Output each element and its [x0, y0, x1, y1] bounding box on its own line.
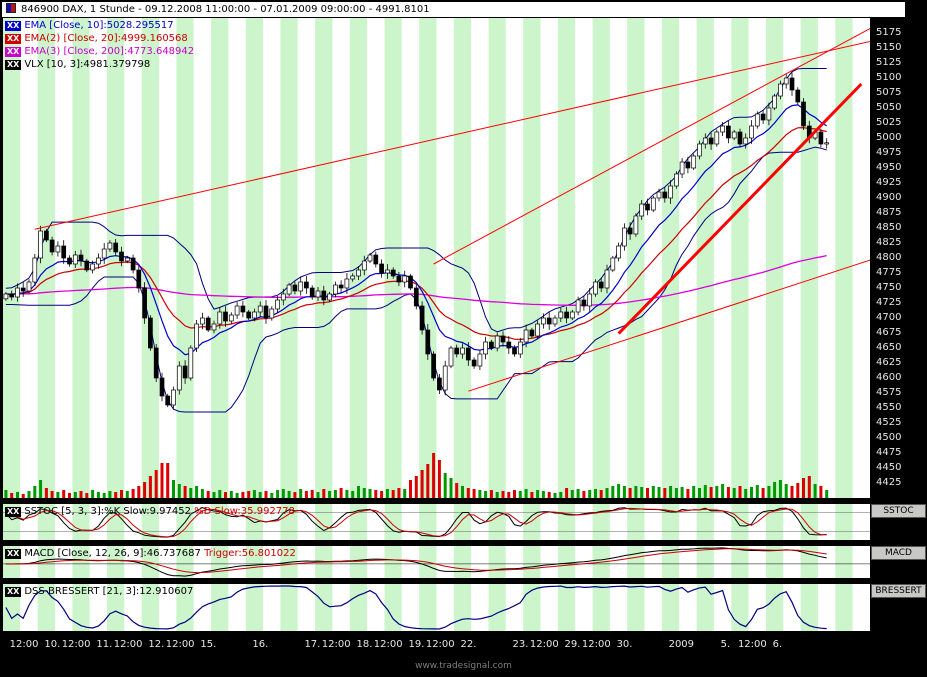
price-tick-label: 4650	[876, 342, 902, 353]
legend-ema200: XX EMA(3) [Close, 200]:4773.648942	[5, 45, 194, 58]
instrument-icon	[6, 3, 16, 13]
time-axis[interactable]: 12:00 10. 12:00 11. 12:00 12. 12:00 15. 16. 17. 12…	[3, 639, 870, 654]
time-tick-label: 17.	[304, 639, 321, 650]
sstoc-label-black: SSTOC [5, 3, 3]:%K Slow:9.97452	[24, 506, 195, 517]
legend-chip-ema200: XX	[5, 47, 22, 57]
dss-label-black: DSS-BRESSERT [21, 3]:12.910607	[24, 586, 194, 597]
price-axis[interactable]: 5175 5150 5125 5100 5075 5050 5025 5000 4975 4950…	[870, 18, 927, 498]
chart-titlebar: 846900 DAX, 1 Stunde - 09.12.2008 11:00:…	[2, 2, 905, 17]
price-tick-label: 4825	[876, 237, 902, 248]
time-tick-label: 5.	[720, 639, 731, 650]
time-tick-label: 6.	[772, 639, 783, 650]
legend-text-ema20: EMA(2) [Close, 20]:4999.160568	[24, 33, 188, 44]
price-tick-label: 5000	[876, 132, 902, 143]
time-tick-label: 12:00	[373, 639, 403, 650]
time-tick-label: 19.	[408, 639, 425, 650]
time-tick-label: 30.	[616, 639, 633, 650]
price-tick-label: 4950	[876, 162, 902, 173]
price-tick-label: 4900	[876, 192, 902, 203]
time-tick-label: 12:00	[9, 639, 39, 650]
price-tick-label: 4925	[876, 177, 902, 188]
legend-text-ema200: EMA(3) [Close, 200]:4773.648942	[24, 46, 195, 57]
dss-chip: XX	[5, 587, 22, 597]
time-tick-label: 12:00	[321, 639, 351, 650]
price-tick-label: 5175	[876, 27, 902, 38]
price-tick-label: 4675	[876, 327, 902, 338]
macd-panel-canvas[interactable]	[3, 546, 870, 578]
time-tick-label: 23.	[512, 639, 529, 650]
sstoc-label-red: %D Slow:35.992778	[194, 506, 295, 517]
macd-label-red: Trigger:56.801022	[204, 548, 296, 559]
legend-vlx: XX VLX [10, 3]:4981.379798	[5, 58, 194, 71]
time-tick-label: 12:00	[581, 639, 611, 650]
macd-axis-button[interactable]: MACD	[871, 546, 926, 560]
price-tick-label: 5050	[876, 102, 902, 113]
time-tick-label: 10.	[44, 639, 61, 650]
watermark: www.tradesignal.com	[415, 661, 512, 671]
price-tick-label: 4625	[876, 357, 902, 368]
price-tick-label: 5075	[876, 87, 902, 98]
legend-chip-ema20: XX	[5, 34, 22, 44]
time-tick-label: 18.	[356, 639, 373, 650]
time-tick-label: 16.	[252, 639, 269, 650]
price-tick-label: 4600	[876, 372, 902, 383]
dss-axis-button[interactable]: BRESSERT	[871, 584, 926, 598]
price-tick-label: 5100	[876, 72, 902, 83]
sstoc-label: XX SSTOC [5, 3, 3]:%K Slow:9.97452 %D Slo…	[5, 506, 295, 517]
price-tick-label: 4550	[876, 402, 902, 413]
chart-title: 846900 DAX, 1 Stunde - 09.12.2008 11:00:…	[21, 4, 430, 15]
legend-ema10: XX EMA [Close, 10]:5028.295517	[5, 19, 194, 32]
time-tick-label: 12:00	[737, 639, 767, 650]
price-tick-label: 4850	[876, 222, 902, 233]
macd-label: XX MACD [Close, 12, 26, 9]:46.737687 Trig…	[5, 548, 296, 559]
price-tick-label: 4975	[876, 147, 902, 158]
price-tick-label: 4425	[876, 477, 902, 488]
legend-ema20: XX EMA(2) [Close, 20]:4999.160568	[5, 32, 194, 45]
time-tick-label: 12:00	[61, 639, 91, 650]
price-tick-label: 4725	[876, 297, 902, 308]
legend-text-vlx: VLX [10, 3]:4981.379798	[24, 59, 151, 70]
price-tick-label: 4450	[876, 462, 902, 473]
price-tick-label: 4800	[876, 252, 902, 263]
price-tick-label: 4575	[876, 387, 902, 398]
time-tick-label: 11.	[96, 639, 113, 650]
legend-text-ema10: EMA [Close, 10]:5028.295517	[24, 20, 174, 31]
time-tick-label: 12:00	[529, 639, 559, 650]
price-tick-label: 4700	[876, 312, 902, 323]
sstoc-chip: XX	[5, 507, 22, 517]
price-tick-label: 5150	[876, 42, 902, 53]
price-tick-label: 4750	[876, 282, 902, 293]
dss-label: XX DSS-BRESSERT [21, 3]:12.910607	[5, 586, 193, 597]
legend-chip-ema10: XX	[5, 21, 22, 31]
time-tick-label: 2009	[668, 639, 695, 650]
time-tick-label: 12:00	[165, 639, 195, 650]
time-tick-label: 22.	[460, 639, 477, 650]
price-tick-label: 4775	[876, 267, 902, 278]
time-tick-label: 15.	[200, 639, 217, 650]
price-tick-label: 5125	[876, 57, 902, 68]
price-tick-label: 4475	[876, 447, 902, 458]
time-tick-label: 12.	[148, 639, 165, 650]
time-tick-label: 12:00	[113, 639, 143, 650]
macd-chip: XX	[5, 549, 22, 559]
macd-label-black: MACD [Close, 12, 26, 9]:46.737687	[24, 548, 205, 559]
sstoc-panel-canvas[interactable]	[3, 504, 870, 540]
price-tick-label: 4875	[876, 207, 902, 218]
price-chart-canvas[interactable]	[3, 18, 870, 498]
time-tick-label: 29.	[564, 639, 581, 650]
dss-bressert-panel-canvas[interactable]	[3, 584, 870, 631]
sstoc-axis-button[interactable]: SSTOC	[871, 504, 926, 518]
legend-chip-vlx: XX	[5, 60, 22, 70]
price-tick-label: 4525	[876, 417, 902, 428]
indicator-legend: XX EMA [Close, 10]:5028.295517 XX EMA(2) […	[5, 19, 194, 71]
time-tick-label: 12:00	[425, 639, 455, 650]
price-tick-label: 5025	[876, 117, 902, 128]
price-tick-label: 4500	[876, 432, 902, 443]
